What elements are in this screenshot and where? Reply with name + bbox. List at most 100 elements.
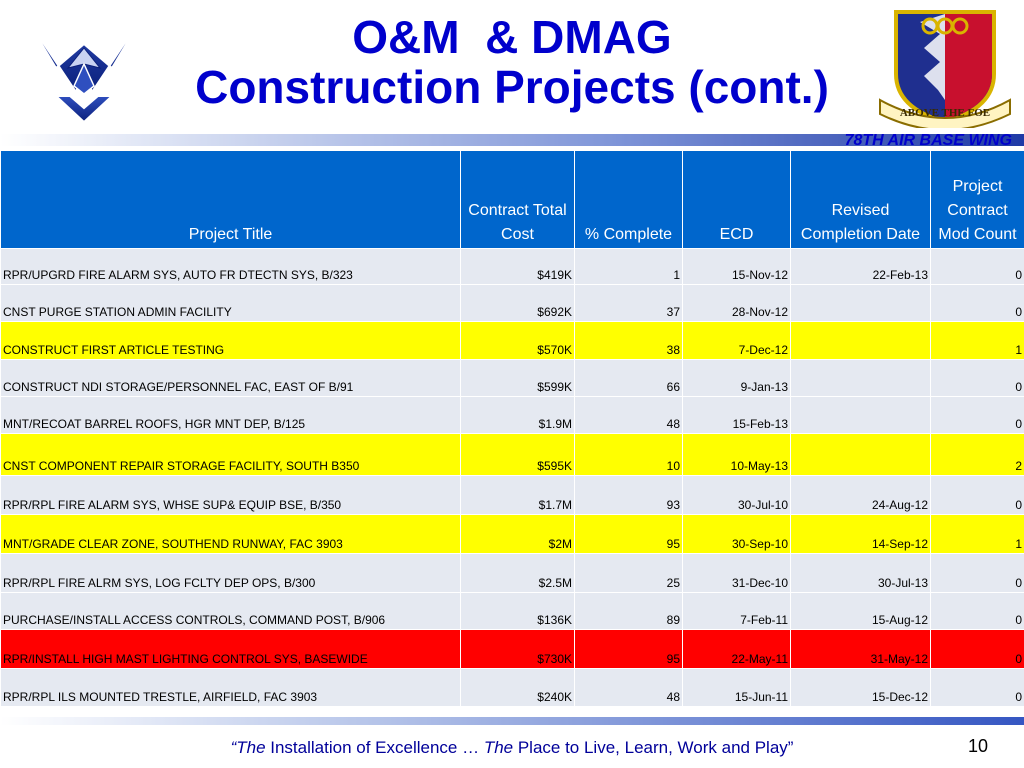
emblem-text: ABOVE THE FOE xyxy=(900,107,990,119)
row-project-title: RPR/RPL ILS MOUNTED TRESTLE, AIRFIELD, F… xyxy=(0,668,461,707)
row-ecd: 15-Nov-12 xyxy=(682,248,791,285)
row-percent-complete: 93 xyxy=(574,475,683,515)
row-project-title: RPR/RPL FIRE ALRM SYS, LOG FCLTY DEP OPS… xyxy=(0,553,461,593)
row-contract-cost: $2M xyxy=(460,514,575,554)
organization-label: 78TH AIR BASE WING xyxy=(844,132,1012,149)
row-mod-count: 0 xyxy=(930,629,1024,669)
row-project-title: CNST PURGE STATION ADMIN FACILITY xyxy=(0,284,461,322)
row-revised-date xyxy=(790,433,931,476)
header-band xyxy=(0,134,1024,146)
footer-part-2: Place to Live, Learn, Work and Play” xyxy=(513,738,794,757)
row-revised-date: 31-May-12 xyxy=(790,629,931,669)
title-line-1: O&M & DMAG xyxy=(352,11,672,63)
footer-the-2: The xyxy=(483,738,514,757)
row-contract-cost: $595K xyxy=(460,433,575,476)
row-contract-cost: $419K xyxy=(460,248,575,285)
row-revised-date xyxy=(790,284,931,322)
table-row: RPR/INSTALL HIGH MAST LIGHTING CONTROL S… xyxy=(0,629,1024,669)
air-force-wings-logo-icon xyxy=(19,7,149,124)
footer-band xyxy=(0,717,1024,725)
row-ecd: 7-Feb-11 xyxy=(682,592,791,630)
row-revised-date xyxy=(790,396,931,434)
row-mod-count: 0 xyxy=(930,668,1024,707)
row-percent-complete: 25 xyxy=(574,553,683,593)
row-mod-count: 1 xyxy=(930,514,1024,554)
row-mod-count: 0 xyxy=(930,284,1024,322)
title-line-2: Construction Projects (cont.) xyxy=(195,61,829,113)
footer-part-1: Installation of Excellence … xyxy=(265,738,484,757)
row-revised-date: 30-Jul-13 xyxy=(790,553,931,593)
table-row: RPR/RPL ILS MOUNTED TRESTLE, AIRFIELD, F… xyxy=(0,668,1024,707)
col-ecd: ECD xyxy=(682,150,791,249)
row-project-title: PURCHASE/INSTALL ACCESS CONTROLS, COMMAN… xyxy=(0,592,461,630)
row-percent-complete: 95 xyxy=(574,629,683,669)
col-project-title: Project Title xyxy=(0,150,461,249)
row-project-title: RPR/RPL FIRE ALARM SYS, WHSE SUP& EQUIP … xyxy=(0,475,461,515)
row-mod-count: 0 xyxy=(930,475,1024,515)
table-row: RPR/RPL FIRE ALRM SYS, LOG FCLTY DEP OPS… xyxy=(0,553,1024,593)
row-project-title: MNT/GRADE CLEAR ZONE, SOUTHEND RUNWAY, F… xyxy=(0,514,461,554)
row-percent-complete: 10 xyxy=(574,433,683,476)
row-percent-complete: 1 xyxy=(574,248,683,285)
table-header-row: Project Title Contract Total Cost % Comp… xyxy=(0,150,1024,249)
table-row: RPR/RPL FIRE ALARM SYS, WHSE SUP& EQUIP … xyxy=(0,475,1024,515)
row-contract-cost: $240K xyxy=(460,668,575,707)
projects-table: Project Title Contract Total Cost % Comp… xyxy=(0,150,1024,707)
table-row: CNST COMPONENT REPAIR STORAGE FACILITY, … xyxy=(0,433,1024,476)
row-ecd: 30-Sep-10 xyxy=(682,514,791,554)
row-revised-date: 24-Aug-12 xyxy=(790,475,931,515)
row-percent-complete: 48 xyxy=(574,396,683,434)
row-ecd: 9-Jan-13 xyxy=(682,359,791,397)
page-title: O&M & DMAG Construction Projects (cont.) xyxy=(0,12,1024,112)
row-revised-date xyxy=(790,321,931,360)
table-row: CONSTRUCT FIRST ARTICLE TESTING $570K 38 7-… xyxy=(0,321,1024,360)
row-project-title: RPR/INSTALL HIGH MAST LIGHTING CONTROL S… xyxy=(0,629,461,669)
row-percent-complete: 66 xyxy=(574,359,683,397)
unit-shield-emblem-icon: ABOVE THE FOE xyxy=(879,10,1011,128)
row-contract-cost: $1.7M xyxy=(460,475,575,515)
table-row: RPR/UPGRD FIRE ALARM SYS, AUTO FR DTECTN… xyxy=(0,248,1024,285)
row-contract-cost: $692K xyxy=(460,284,575,322)
col-percent-complete: % Complete xyxy=(574,150,683,249)
table-row: CNST PURGE STATION ADMIN FACILITY $692K 37… xyxy=(0,284,1024,322)
page-number: 10 xyxy=(967,736,988,756)
row-ecd: 28-Nov-12 xyxy=(682,284,791,322)
col-revised-completion-date: Revised Completion Date xyxy=(790,150,931,249)
row-ecd: 30-Jul-10 xyxy=(682,475,791,515)
row-mod-count: 1 xyxy=(930,321,1024,360)
col-mod-count: Project Contract Mod Count xyxy=(930,150,1024,249)
footer-the-1: “The xyxy=(230,738,266,757)
row-contract-cost: $2.5M xyxy=(460,553,575,593)
row-percent-complete: 95 xyxy=(574,514,683,554)
row-revised-date: 15-Aug-12 xyxy=(790,592,931,630)
row-percent-complete: 89 xyxy=(574,592,683,630)
row-mod-count: 0 xyxy=(930,553,1024,593)
row-mod-count: 2 xyxy=(930,433,1024,476)
row-mod-count: 0 xyxy=(930,592,1024,630)
row-project-title: CONSTRUCT FIRST ARTICLE TESTING xyxy=(0,321,461,360)
row-ecd: 31-Dec-10 xyxy=(682,553,791,593)
row-project-title: MNT/RECOAT BARREL ROOFS, HGR MNT DEP, B/… xyxy=(0,396,461,434)
row-revised-date xyxy=(790,359,931,397)
footer-slogan: “The Installation of Excellence … The Pl… xyxy=(0,738,1024,758)
row-mod-count: 0 xyxy=(930,248,1024,285)
row-revised-date: 15-Dec-12 xyxy=(790,668,931,707)
row-percent-complete: 37 xyxy=(574,284,683,322)
row-contract-cost: $136K xyxy=(460,592,575,630)
row-ecd: 10-May-13 xyxy=(682,433,791,476)
row-ecd: 7-Dec-12 xyxy=(682,321,791,360)
row-ecd: 15-Jun-11 xyxy=(682,668,791,707)
row-project-title: CONSTRUCT NDI STORAGE/PERSONNEL FAC, EAS… xyxy=(0,359,461,397)
table-row: CONSTRUCT NDI STORAGE/PERSONNEL FAC, EAS… xyxy=(0,359,1024,397)
row-revised-date: 22-Feb-13 xyxy=(790,248,931,285)
row-ecd: 15-Feb-13 xyxy=(682,396,791,434)
table-row: MNT/GRADE CLEAR ZONE, SOUTHEND RUNWAY, F… xyxy=(0,514,1024,554)
table-row: MNT/RECOAT BARREL ROOFS, HGR MNT DEP, B/… xyxy=(0,396,1024,434)
row-revised-date: 14-Sep-12 xyxy=(790,514,931,554)
row-ecd: 22-May-11 xyxy=(682,629,791,669)
row-percent-complete: 48 xyxy=(574,668,683,707)
row-project-title: RPR/UPGRD FIRE ALARM SYS, AUTO FR DTECTN… xyxy=(0,248,461,285)
row-mod-count: 0 xyxy=(930,396,1024,434)
row-project-title: CNST COMPONENT REPAIR STORAGE FACILITY, … xyxy=(0,433,461,476)
row-percent-complete: 38 xyxy=(574,321,683,360)
